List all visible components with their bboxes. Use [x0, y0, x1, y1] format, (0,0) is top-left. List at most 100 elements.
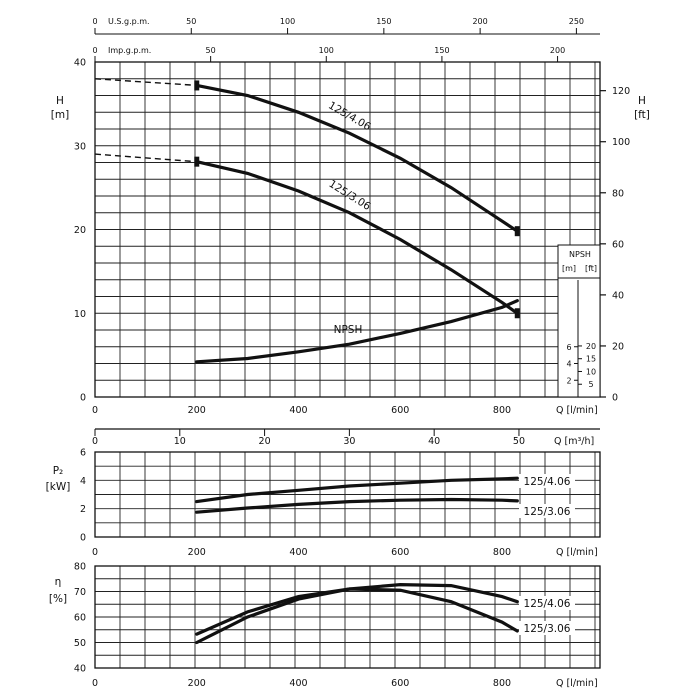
head-curve-1 — [195, 160, 519, 315]
efficiency-y-tick: 80 — [74, 562, 86, 573]
efficiency-chart-frame — [94, 565, 601, 669]
power-chart-curves — [195, 476, 519, 514]
power-x-tick: 400 — [289, 547, 307, 558]
head-curve-extrapolated-1 — [94, 153, 197, 163]
usgpm-tick: 0 — [92, 17, 97, 26]
head-curve-marker — [514, 308, 520, 319]
m3h-tick: 40 — [428, 436, 440, 447]
efficiency-x-tick: 400 — [289, 678, 307, 689]
npsh-inset-unit-ft: [ft] — [585, 264, 597, 273]
power-x-tick: 0 — [92, 547, 98, 558]
efficiency-y-tick: 40 — [74, 664, 86, 675]
head-y-right-tick: 0 — [612, 393, 618, 404]
impgpm-tick: 200 — [550, 46, 565, 55]
power-series-label-125-4-06: 125/4.06 — [524, 476, 571, 488]
power-x-tick: 800 — [493, 547, 511, 558]
head-y-right-unit: [ft] — [634, 109, 650, 121]
usgpm-tick: 50 — [186, 17, 196, 26]
head-curve-marker — [514, 226, 520, 237]
power-chart-grid — [95, 452, 600, 537]
power-y-tick: 2 — [80, 504, 86, 515]
efficiency-y-tick: 70 — [74, 587, 86, 598]
power-y-unit: [kW] — [46, 481, 71, 493]
series-label-125-3-06: 125/3.06 — [326, 178, 372, 213]
efficiency-series-label-125-3-06: 125/3.06 — [524, 623, 571, 635]
m3h-tick: 0 — [92, 436, 98, 447]
head-x-tick: 800 — [493, 405, 511, 416]
npsh-inset-title: NPSH — [569, 250, 591, 259]
efficiency-y-label: η — [55, 576, 62, 588]
head-y-tick: 10 — [74, 309, 86, 320]
power-chart-frame — [94, 451, 601, 538]
head-x-tick: 400 — [289, 405, 307, 416]
head-y-label: H — [56, 95, 64, 107]
head-curve-marker — [194, 80, 200, 91]
top-flow-axes: 0 50 100 150 200 250 U.S.g.p.m. 0 50 100 150 200 Imp… — [92, 17, 600, 62]
efficiency-series-label-125-4-06: 125/4.06 — [524, 598, 571, 610]
head-y-right-tick: 40 — [612, 290, 624, 301]
usgpm-label: U.S.g.p.m. — [108, 17, 150, 26]
head-y-tick: 0 — [80, 393, 86, 404]
head-x-tick: 600 — [391, 405, 409, 416]
power-curve-0 — [195, 476, 519, 504]
efficiency-chart-curves — [195, 582, 519, 645]
npsh-m-tick: 6 — [566, 343, 571, 352]
power-y-tick: 4 — [80, 476, 86, 487]
efficiency-y-tick: 50 — [74, 638, 86, 649]
efficiency-y-tick: 60 — [74, 613, 86, 624]
head-y-right-tick: 80 — [612, 188, 624, 199]
head-curve-0 — [195, 83, 519, 233]
head-y-right-tick: 20 — [612, 341, 624, 352]
efficiency-x-tick: 0 — [92, 678, 98, 689]
m3h-tick: 10 — [174, 436, 186, 447]
head-curve-2 — [195, 299, 519, 364]
series-label-npsh: NPSH — [334, 324, 363, 336]
usgpm-tick: 150 — [376, 17, 391, 26]
usgpm-tick: 250 — [569, 17, 584, 26]
head-chart-frame — [94, 61, 601, 398]
efficiency-x-tick: 200 — [188, 678, 206, 689]
head-y-right-tick: 120 — [612, 86, 630, 97]
head-curve-extrapolated-0 — [94, 78, 197, 87]
efficiency-chart-grid — [95, 566, 600, 668]
npsh-ft-tick: 20 — [586, 342, 596, 351]
npsh-inset-scale: NPSH [m] [ft] 2 4 6 5 10 15 20 — [557, 244, 601, 398]
head-y-tick: 30 — [74, 141, 86, 152]
efficiency-curve-0 — [195, 582, 519, 645]
impgpm-tick: 100 — [319, 46, 334, 55]
power-y-label: P₂ — [53, 465, 64, 477]
efficiency-x-tick: 800 — [493, 678, 511, 689]
efficiency-chart-labels: 40 50 60 70 80 η [%] 0 200 400 600 800 Q [l/min] 125/… — [49, 562, 598, 690]
head-y-unit: [m] — [51, 109, 69, 121]
impgpm-tick: 150 — [434, 46, 449, 55]
npsh-inset-unit-m: [m] — [562, 264, 576, 273]
power-curve-1 — [195, 497, 519, 514]
npsh-ft-tick: 10 — [586, 367, 596, 376]
impgpm-tick: 0 — [92, 46, 97, 55]
head-chart-curves — [94, 78, 520, 364]
power-x-tick: 600 — [391, 547, 409, 558]
m3h-tick: 50 — [513, 436, 525, 447]
head-x-tick: 0 — [92, 405, 98, 416]
head-x-label: Q [l/min] — [556, 405, 598, 416]
head-y-tick: 40 — [74, 58, 86, 69]
power-x-tick: 200 — [188, 547, 206, 558]
head-y-tick: 20 — [74, 225, 86, 236]
m3h-flow-axis: 0 10 20 30 40 50 Q [m³/h] — [92, 428, 600, 447]
efficiency-x-tick: 600 — [391, 678, 409, 689]
npsh-ft-tick: 15 — [586, 355, 596, 364]
efficiency-curve-1 — [195, 587, 519, 636]
head-curve-marker — [194, 156, 200, 167]
power-chart-labels: 0 2 4 6 P₂ [kW] 0 200 400 600 800 Q [l/min] 125/4.06… — [46, 448, 598, 559]
series-label-125-4-06: 125/4.06 — [326, 99, 373, 133]
head-y-right-label: H — [638, 95, 646, 107]
power-x-label: Q [l/min] — [556, 547, 598, 558]
power-y-tick: 0 — [80, 533, 86, 544]
npsh-m-tick: 4 — [566, 360, 571, 369]
m3h-tick: 30 — [343, 436, 355, 447]
usgpm-tick: 200 — [472, 17, 487, 26]
head-chart-grid — [95, 62, 600, 397]
head-y-right-tick: 60 — [612, 239, 624, 250]
npsh-ft-tick: 5 — [588, 380, 593, 389]
